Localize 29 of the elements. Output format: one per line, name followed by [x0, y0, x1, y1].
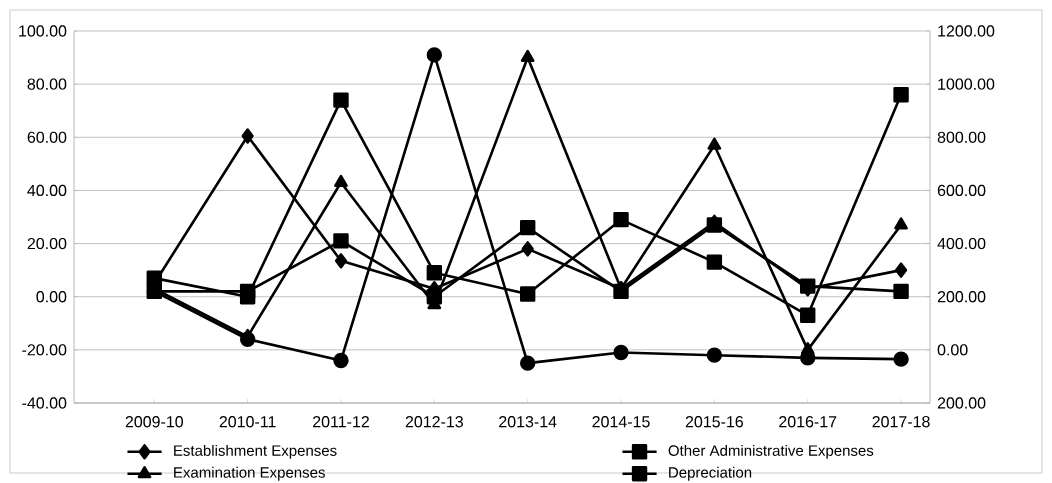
x-tick-label: 2014-15	[592, 416, 650, 428]
x-tick-label: 2010-11	[219, 416, 276, 428]
y-tick-label: 60.00	[27, 131, 67, 143]
y-tick-label: -20.00	[22, 344, 67, 356]
y2-tick-label: 1200.00	[938, 25, 995, 37]
y2-tick-label: 1000.00	[938, 78, 995, 90]
x-tick-label: 2009-10	[125, 416, 184, 428]
x-tick-label: 2017-18	[872, 416, 930, 428]
x-tick-label: 2016-17	[779, 416, 837, 428]
legend-label: Examination Expenses	[174, 466, 325, 481]
x-tick-label: 2011-12	[313, 416, 369, 428]
y2-tick-label: 800.00	[937, 131, 986, 143]
y2-tick-label: 0.00	[937, 344, 968, 356]
y-tick-label: 100.00	[19, 25, 67, 37]
y-tick-label: 0.00	[36, 291, 67, 303]
legend-label: Establishment Expenses	[174, 444, 337, 459]
y-tick-label: -40.00	[22, 397, 67, 409]
y-tick-label: 40.00	[27, 184, 67, 197]
y2-tick-label: 600.00	[937, 184, 986, 197]
y2-tick-label: 200.00	[937, 397, 986, 409]
y2-tick-label: 400.00	[937, 237, 986, 250]
legend-label: Other Administrative Expenses	[668, 444, 874, 459]
x-tick-label: 2012-13	[405, 416, 463, 428]
y-tick-label: 20.00	[27, 237, 67, 250]
legend-label: Depreciation	[669, 466, 752, 481]
y2-tick-label: 200.00	[937, 291, 986, 303]
x-tick-label: 2015-16	[685, 416, 744, 428]
y-tick-label: 80.00	[27, 78, 67, 90]
x-tick-label: 2013-14	[499, 416, 557, 428]
